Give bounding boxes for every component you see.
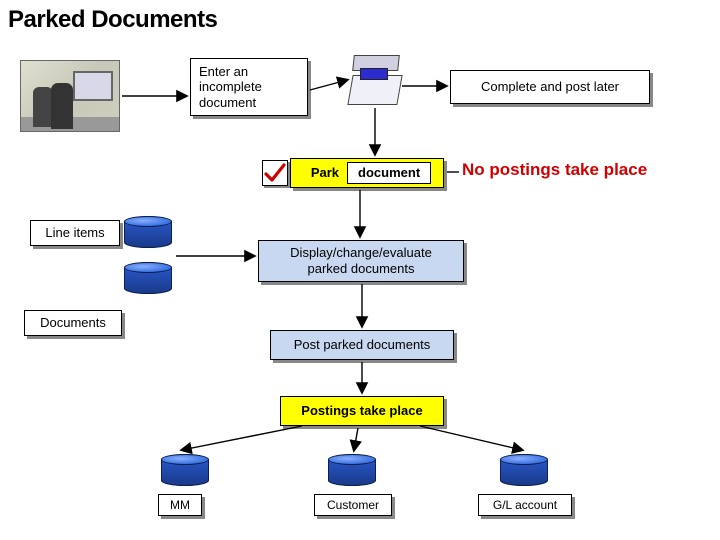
- mm-label: MM: [170, 498, 190, 512]
- complete-later-label: Complete and post later: [481, 79, 619, 95]
- enter-doc-label: Enter an incomplete document: [199, 64, 262, 111]
- customer-label: Customer: [327, 498, 379, 512]
- checkmark-icon: [262, 160, 288, 186]
- gl-label: G/L account: [493, 498, 557, 512]
- customer-cylinder: [328, 454, 376, 486]
- enter-doc-box: Enter an incomplete document: [190, 58, 308, 116]
- gl-cylinder: [500, 454, 548, 486]
- no-postings-label: No postings take place: [462, 160, 647, 179]
- postings-label: Postings take place: [301, 403, 422, 419]
- mm-label-box: MM: [158, 494, 202, 516]
- park-doc-box: Park document: [290, 158, 444, 188]
- workstation-photo: [20, 60, 120, 132]
- document-label-box: document: [347, 162, 431, 184]
- display-label: Display/change/evaluate parked documents: [290, 245, 432, 276]
- mm-cylinder: [155, 454, 215, 486]
- line-items-label: Line items: [45, 225, 104, 241]
- document-text: document: [358, 165, 420, 180]
- complete-later-box: Complete and post later: [450, 70, 650, 104]
- no-postings-text: No postings take place: [462, 160, 647, 180]
- page-title: Parked Documents: [8, 6, 217, 34]
- post-box: Post parked documents: [270, 330, 454, 360]
- park-label: Park: [303, 165, 347, 181]
- gl-label-box: G/L account: [478, 494, 572, 516]
- line-items-box: Line items: [30, 220, 120, 246]
- customer-label-box: Customer: [314, 494, 392, 516]
- line-items-cylinder: [124, 216, 172, 248]
- post-label: Post parked documents: [294, 337, 431, 353]
- inbox-icon: [350, 55, 400, 105]
- postings-box: Postings take place: [280, 396, 444, 426]
- documents-box: Documents: [24, 310, 122, 336]
- documents-cylinder: [124, 262, 172, 294]
- display-box: Display/change/evaluate parked documents: [258, 240, 464, 282]
- documents-label: Documents: [40, 315, 106, 331]
